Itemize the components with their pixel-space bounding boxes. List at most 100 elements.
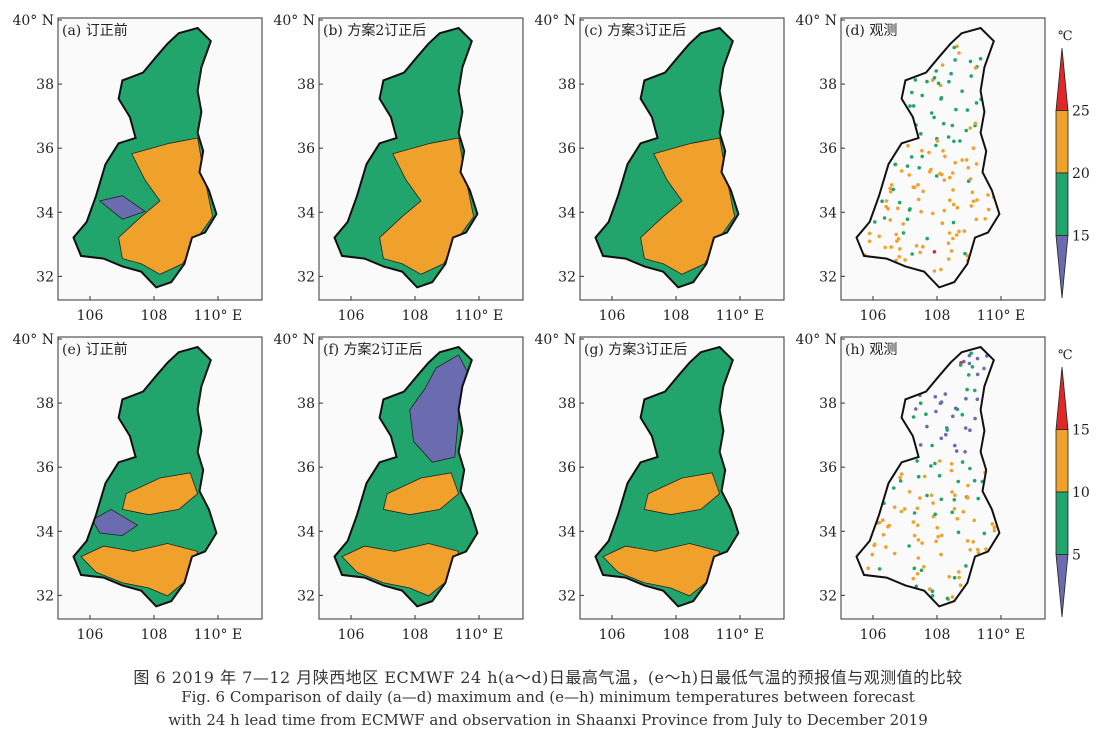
station-dot (986, 193, 990, 197)
colorbar-tick-label: 10 (1072, 485, 1090, 501)
colorbar-bottom-triangle (1055, 235, 1069, 299)
province-outline (594, 26, 740, 289)
station-dot (957, 570, 961, 574)
station-dot (932, 269, 937, 273)
station-dot (950, 490, 954, 494)
station-dot (916, 556, 921, 560)
station-dot (937, 459, 942, 463)
station-dot (939, 97, 943, 101)
lat-tick-label: 40° N (534, 332, 576, 348)
station-dot (973, 66, 978, 70)
station-dot (916, 538, 921, 542)
station-dot (974, 217, 979, 222)
station-dot (960, 460, 965, 464)
station-dot (915, 572, 920, 576)
station-dot (983, 217, 987, 221)
station-dot (934, 174, 939, 178)
station-dot (953, 406, 958, 411)
station-dot (940, 63, 945, 67)
station-dot (955, 44, 959, 49)
station-dot (930, 443, 934, 448)
lon-tick-label: 108 (924, 627, 951, 643)
station-dot (984, 547, 988, 551)
station-dot (955, 205, 960, 210)
orange-region (640, 137, 736, 275)
station-dot (919, 209, 923, 214)
station-dot (956, 479, 960, 484)
station-dot (914, 407, 918, 411)
lat-tick-label: 32 (819, 588, 837, 604)
station-dot (976, 551, 981, 555)
station-dot (974, 162, 979, 166)
station-dot (920, 154, 924, 159)
lat-tick-label: 32 (558, 269, 576, 285)
lon-tick-label: 108 (663, 308, 690, 324)
lon-tick-label: 108 (141, 308, 168, 324)
station-dot (907, 544, 911, 548)
station-dot (936, 81, 941, 86)
station-dot (972, 478, 977, 483)
station-dot (951, 236, 955, 241)
station-dot (965, 387, 969, 392)
lat-tick-label: 38 (297, 77, 315, 93)
station-dot (935, 525, 939, 530)
station-dot (974, 101, 979, 105)
caption-english-line2: with 24 h lead time from ECMWF and obser… (168, 711, 928, 729)
station-dot (951, 202, 956, 207)
purple-region (98, 195, 146, 220)
lat-tick-label: 32 (558, 588, 576, 604)
station-dot (916, 197, 921, 202)
station-dot (953, 58, 957, 62)
station-dot (950, 171, 955, 175)
station-dot (960, 89, 964, 93)
lat-tick-label: 34 (36, 205, 54, 221)
station-dot (889, 183, 894, 187)
station-dot (907, 490, 912, 494)
panel-label: (h) 观测 (845, 342, 897, 358)
station-dot (970, 365, 975, 369)
panel-label: (a) 订正前 (62, 22, 128, 39)
station-dot (918, 443, 923, 447)
station-dot (919, 132, 923, 136)
lat-tick-label: 32 (297, 588, 315, 604)
station-dot (873, 220, 877, 224)
station-dot (969, 204, 974, 208)
station-dot (931, 501, 935, 505)
panel-label: (g) 方案3订正后 (584, 341, 687, 358)
station-dot (907, 173, 912, 177)
station-dot (957, 51, 961, 55)
station-dot (973, 416, 977, 421)
station-dot (973, 388, 977, 393)
colorbar-tick-label: 15 (1072, 423, 1090, 439)
station-dot (957, 575, 961, 580)
colorbar-tick-label: 5 (1072, 548, 1081, 564)
station-dot (908, 104, 912, 108)
orange-region (121, 472, 199, 516)
colorbar-top-triangle (1055, 47, 1069, 111)
station-dot (938, 401, 943, 406)
province-outline (594, 345, 740, 608)
station-dot (913, 78, 918, 82)
station-dot (947, 79, 951, 84)
station-dot (969, 351, 973, 356)
station-dot (947, 231, 952, 235)
station-dot (944, 432, 948, 437)
green-region (595, 347, 739, 607)
station-dot (921, 189, 925, 194)
station-dot (906, 143, 910, 148)
station-dot (964, 158, 969, 162)
station-dot (966, 373, 971, 377)
station-dot (939, 436, 944, 441)
orange-region (118, 137, 214, 275)
station-dot (992, 528, 997, 533)
map-panel-e: (e) 订正前 40° N 38 36 34 32 106 108 110° E (12, 332, 263, 643)
colorbar-min: ℃ 15 10 5 (1055, 348, 1090, 618)
colorbar-green-segment (1055, 172, 1069, 236)
station-dot (966, 483, 970, 488)
station-dot (968, 126, 972, 130)
station-dot (902, 507, 907, 511)
station-dot (899, 472, 904, 476)
lon-tick-label: 106 (77, 627, 104, 643)
station-dot (901, 231, 906, 235)
station-dot (933, 512, 937, 517)
